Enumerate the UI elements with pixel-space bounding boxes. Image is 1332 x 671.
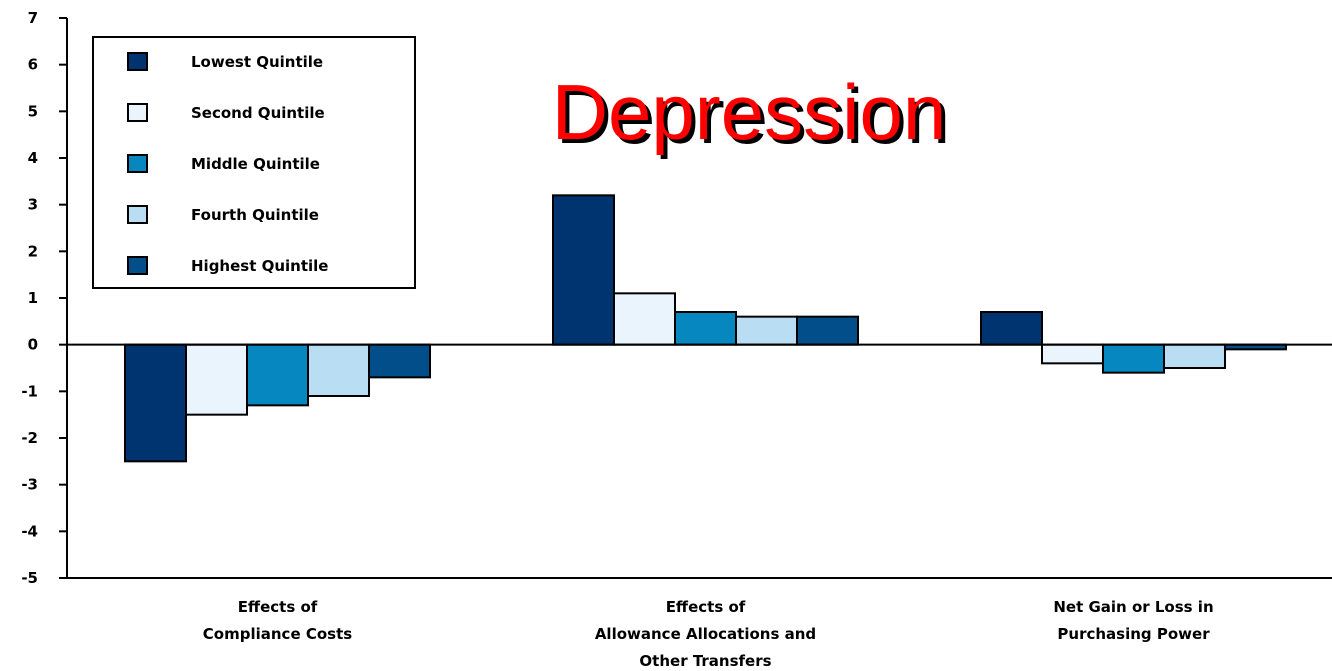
bar-middle-quintile: [674, 311, 737, 346]
chart-title: Depression Depression: [552, 68, 951, 160]
bar-highest-quintile: [368, 343, 431, 379]
legend-label: Second Quintile: [191, 104, 325, 122]
chart-title-text: Depression: [552, 68, 947, 156]
category-label: Net Gain or Loss in: [1053, 598, 1213, 616]
bar-fourth-quintile: [735, 315, 798, 346]
bar-lowest-quintile: [552, 194, 615, 346]
category-label: Compliance Costs: [203, 625, 352, 643]
category-label: Other Transfers: [639, 652, 771, 670]
y-tick-label: -3: [21, 476, 38, 494]
legend-swatch: [127, 205, 148, 224]
category-labels: Effects of Compliance Costs Effects of Allo…: [203, 598, 1214, 670]
bar-middle-quintile: [246, 343, 309, 407]
y-axis-ticks: 7 6 5 4 3 2 1 0 -1 -2 -3 -4 -5: [21, 9, 67, 587]
bar-lowest-quintile: [124, 343, 187, 463]
legend-swatch: [127, 103, 148, 122]
y-tick-label: -4: [21, 522, 38, 540]
category-label: Allowance Allocations and: [595, 625, 816, 643]
legend: Lowest Quintile Second Quintile Middle Qui…: [92, 36, 416, 289]
y-tick-label: -5: [21, 569, 38, 587]
y-tick-label: 2: [28, 242, 38, 260]
y-tick-label: -1: [21, 382, 38, 400]
bar-second-quintile: [185, 343, 248, 416]
category-label: Purchasing Power: [1057, 625, 1210, 643]
legend-label: Middle Quintile: [191, 155, 320, 173]
y-tick-label: 0: [28, 336, 38, 354]
bar-lowest-quintile: [980, 311, 1043, 346]
bar-fourth-quintile: [307, 343, 370, 397]
category-label: Effects of: [666, 598, 746, 616]
legend-label: Highest Quintile: [191, 257, 328, 275]
bar-middle-quintile: [1102, 343, 1165, 374]
bar-fourth-quintile: [1163, 343, 1226, 369]
legend-label: Fourth Quintile: [191, 206, 319, 224]
y-tick-label: 1: [28, 289, 38, 307]
chart-title-shadow: Depression: [556, 72, 951, 160]
bar-second-quintile: [1041, 343, 1104, 365]
legend-swatch: [127, 52, 148, 71]
legend-swatch: [127, 154, 148, 173]
bar-highest-quintile: [796, 315, 859, 346]
legend-label: Lowest Quintile: [191, 53, 323, 71]
y-tick-label: -2: [21, 429, 38, 447]
y-tick-label: 4: [28, 149, 38, 167]
y-tick-label: 5: [28, 102, 38, 120]
category-label: Effects of: [238, 598, 318, 616]
legend-swatch: [127, 256, 148, 275]
y-tick-label: 6: [28, 56, 38, 74]
y-tick-label: 7: [28, 9, 38, 27]
bar-second-quintile: [613, 292, 676, 346]
y-tick-label: 3: [28, 196, 38, 214]
